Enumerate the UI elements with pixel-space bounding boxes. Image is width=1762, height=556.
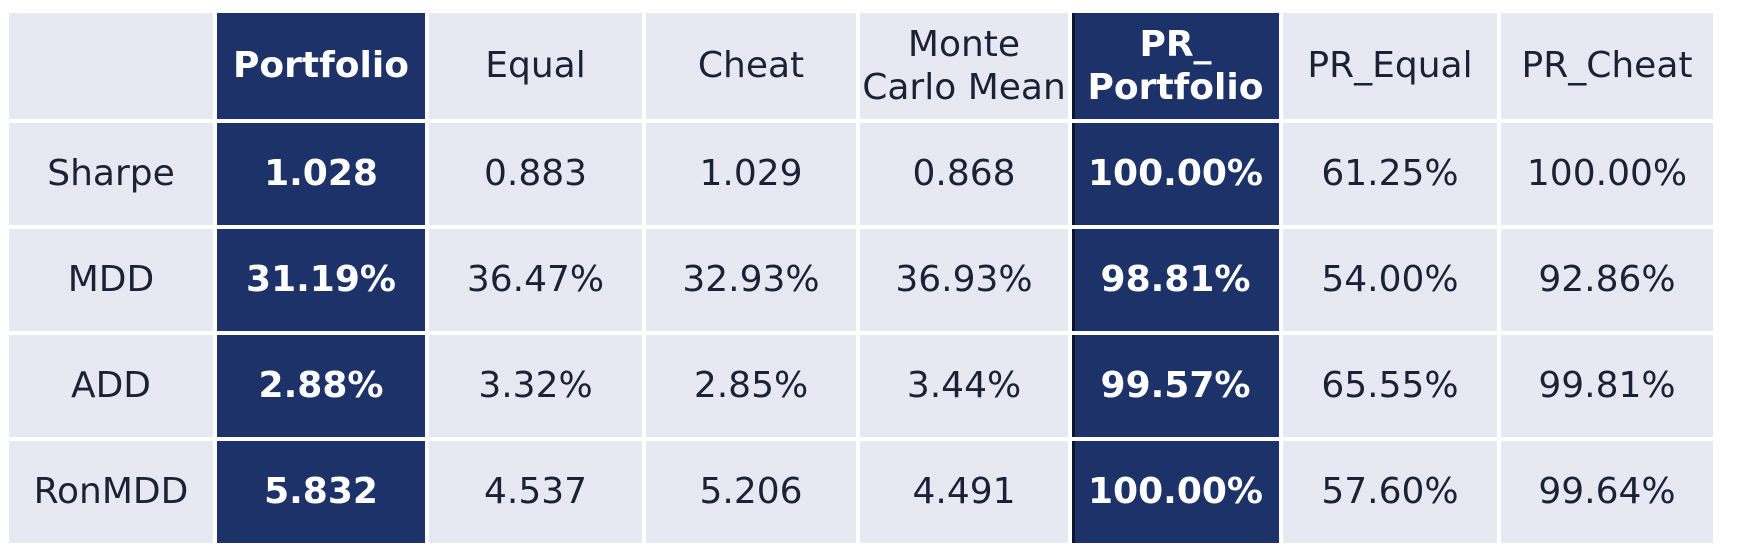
table-row: MDD 31.19% 36.47% 32.93% 36.93% 98.81% 5… <box>9 229 1713 331</box>
cell-sharpe-cheat: 1.029 <box>646 123 856 225</box>
cell-sharpe-pr-equal: 61.25% <box>1283 123 1497 225</box>
cell-add-equal: 3.32% <box>429 335 642 437</box>
cell-ronmdd-portfolio: 5.832 <box>217 441 425 543</box>
table-header-row: Portfolio Equal Cheat Monte Carlo Mean PR… <box>9 13 1713 119</box>
header-pr-portfolio: PR_ Portfolio <box>1072 13 1279 119</box>
cell-sharpe-pr-cheat: 100.00% <box>1501 123 1713 225</box>
cell-mdd-monte-carlo: 36.93% <box>860 229 1068 331</box>
row-label-mdd: MDD <box>9 229 213 331</box>
cell-ronmdd-cheat: 5.206 <box>646 441 856 543</box>
header-pr-portfolio-line2: Portfolio <box>1087 67 1264 108</box>
table-row: Sharpe 1.028 0.883 1.029 0.868 100.00% 6… <box>9 123 1713 225</box>
header-corner-cell <box>9 13 213 119</box>
cell-mdd-equal: 36.47% <box>429 229 642 331</box>
cell-ronmdd-equal: 4.537 <box>429 441 642 543</box>
header-pr-equal: PR_Equal <box>1283 13 1497 119</box>
cell-add-monte-carlo: 3.44% <box>860 335 1068 437</box>
cell-ronmdd-pr-portfolio: 100.00% <box>1072 441 1279 543</box>
cell-add-portfolio: 2.88% <box>217 335 425 437</box>
cell-add-pr-cheat: 99.81% <box>1501 335 1713 437</box>
metrics-table-container: Portfolio Equal Cheat Monte Carlo Mean PR… <box>9 13 1713 543</box>
row-label-sharpe: Sharpe <box>9 123 213 225</box>
header-cheat: Cheat <box>646 13 856 119</box>
cell-add-cheat: 2.85% <box>646 335 856 437</box>
header-pr-cheat: PR_Cheat <box>1501 13 1713 119</box>
cell-ronmdd-monte-carlo: 4.491 <box>860 441 1068 543</box>
header-equal: Equal <box>429 13 642 119</box>
row-label-ronmdd: RonMDD <box>9 441 213 543</box>
cell-mdd-pr-equal: 54.00% <box>1283 229 1497 331</box>
header-portfolio: Portfolio <box>217 13 425 119</box>
cell-sharpe-equal: 0.883 <box>429 123 642 225</box>
row-label-add: ADD <box>9 335 213 437</box>
cell-ronmdd-pr-equal: 57.60% <box>1283 441 1497 543</box>
metrics-table: Portfolio Equal Cheat Monte Carlo Mean PR… <box>5 9 1717 547</box>
cell-mdd-pr-cheat: 92.86% <box>1501 229 1713 331</box>
cell-ronmdd-pr-cheat: 99.64% <box>1501 441 1713 543</box>
cell-sharpe-portfolio: 1.028 <box>217 123 425 225</box>
cell-mdd-cheat: 32.93% <box>646 229 856 331</box>
cell-mdd-pr-portfolio: 98.81% <box>1072 229 1279 331</box>
table-row: ADD 2.88% 3.32% 2.85% 3.44% 99.57% 65.55… <box>9 335 1713 437</box>
header-monte-carlo-line2: Carlo Mean <box>862 67 1066 108</box>
cell-add-pr-equal: 65.55% <box>1283 335 1497 437</box>
header-monte-carlo-line1: Monte <box>907 24 1021 65</box>
header-monte-carlo-mean: Monte Carlo Mean <box>860 13 1068 119</box>
header-pr-portfolio-line1: PR_ <box>1139 24 1212 65</box>
table-row: RonMDD 5.832 4.537 5.206 4.491 100.00% 5… <box>9 441 1713 543</box>
cell-sharpe-monte-carlo: 0.868 <box>860 123 1068 225</box>
cell-mdd-portfolio: 31.19% <box>217 229 425 331</box>
cell-sharpe-pr-portfolio: 100.00% <box>1072 123 1279 225</box>
cell-add-pr-portfolio: 99.57% <box>1072 335 1279 437</box>
